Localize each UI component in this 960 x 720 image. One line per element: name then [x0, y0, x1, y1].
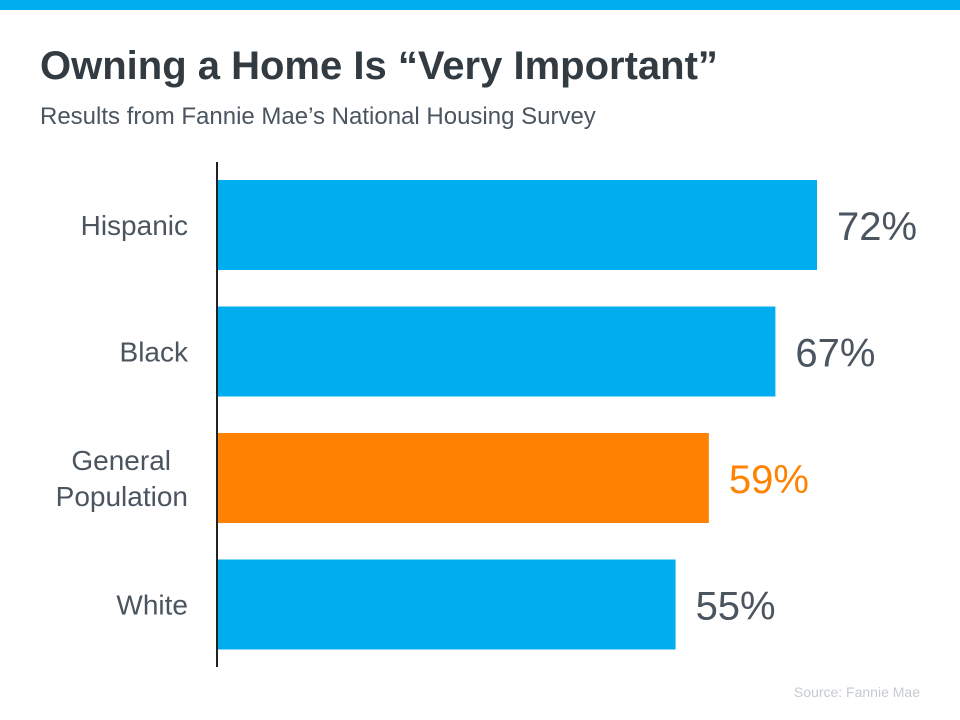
bar-hispanic: [218, 180, 817, 270]
chart-title: Owning a Home Is “Very Important”: [40, 44, 718, 88]
value-label: 59%: [729, 458, 809, 502]
bar-general-population: [218, 433, 709, 523]
category-label: General Population: [56, 445, 188, 512]
value-label: 67%: [795, 332, 875, 376]
bar-black: [218, 306, 776, 397]
source-note: Source: Fannie Mae: [793, 684, 920, 700]
category-label: White: [116, 590, 188, 621]
top-accent-bar: [0, 0, 960, 10]
bar-white: [218, 559, 676, 650]
chart-subtitle: Results from Fannie Mae’s National Housi…: [40, 103, 596, 130]
value-label: 72%: [837, 205, 917, 249]
value-label: 55%: [696, 585, 776, 629]
category-label: Black: [120, 337, 189, 368]
bars-group: Hispanic 72% Black 67% General Population 59% W…: [56, 180, 917, 650]
category-label: Hispanic: [81, 210, 188, 241]
